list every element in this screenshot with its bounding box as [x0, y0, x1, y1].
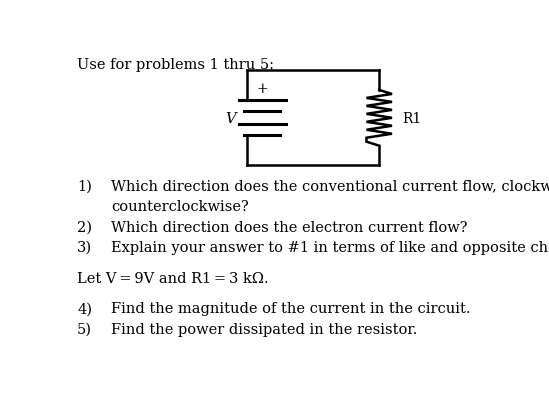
Text: R1: R1 — [402, 111, 422, 126]
Text: 3): 3) — [77, 241, 92, 255]
Text: 5): 5) — [77, 322, 92, 336]
Text: +: + — [256, 82, 268, 96]
Text: Explain your answer to #1 in terms of like and opposite charges.: Explain your answer to #1 in terms of li… — [111, 241, 549, 255]
Text: Which direction does the electron current flow?: Which direction does the electron curren… — [111, 220, 468, 234]
Text: Find the power dissipated in the resistor.: Find the power dissipated in the resisto… — [111, 322, 418, 336]
Text: Use for problems 1 thru 5:: Use for problems 1 thru 5: — [77, 57, 274, 71]
Text: V: V — [225, 111, 236, 125]
Text: Find the magnitude of the current in the circuit.: Find the magnitude of the current in the… — [111, 302, 470, 316]
Text: 4): 4) — [77, 302, 92, 316]
Text: 1): 1) — [77, 179, 92, 193]
Text: counterclockwise?: counterclockwise? — [111, 200, 249, 214]
Text: Let V = 9V and R1 = 3 kΩ.: Let V = 9V and R1 = 3 kΩ. — [77, 271, 269, 285]
Text: 2): 2) — [77, 220, 92, 234]
Text: Which direction does the conventional current flow, clockwise or: Which direction does the conventional cu… — [111, 179, 549, 193]
